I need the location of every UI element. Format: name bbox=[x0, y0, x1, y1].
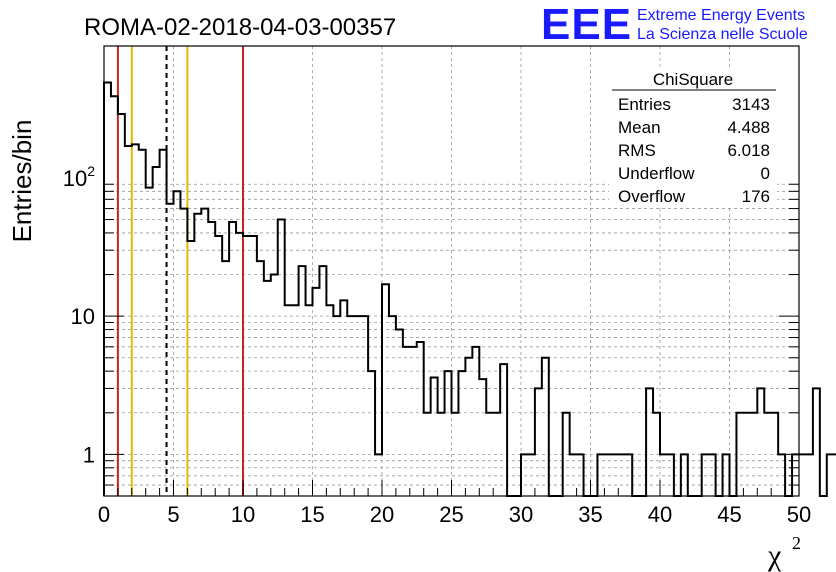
stats-row-label: Overflow bbox=[618, 187, 686, 206]
logo-mark: EEE bbox=[541, 0, 632, 49]
x-tick-label: 30 bbox=[509, 502, 533, 527]
histogram-outline bbox=[103, 81, 836, 497]
stats-row-value: 4.488 bbox=[727, 118, 770, 137]
eee-logo: EEE Extreme Energy Events La Scienza nel… bbox=[541, 0, 808, 49]
x-tick-label: 5 bbox=[167, 502, 179, 527]
stats-row-value: 3143 bbox=[732, 95, 770, 114]
stats-row-label: Entries bbox=[618, 95, 671, 114]
stats-row-label: Mean bbox=[618, 118, 661, 137]
x-tick-label: 40 bbox=[648, 502, 672, 527]
x-tick-label: 50 bbox=[787, 502, 811, 527]
x-tick-label: 45 bbox=[717, 502, 741, 527]
stats-box-title: ChiSquare bbox=[653, 70, 733, 89]
stats-row-value: 0 bbox=[761, 164, 770, 183]
stats-row-label: Underflow bbox=[618, 164, 695, 183]
x-tick-label: 0 bbox=[98, 502, 110, 527]
x-axis-label-superscript: 2 bbox=[792, 533, 801, 553]
logo-line-2: La Scienza nelle Scuole bbox=[637, 26, 808, 43]
y-tick-labels: 1 10 102 bbox=[63, 163, 95, 467]
x-tick-labels: 0 5 10 15 20 25 30 35 40 45 50 bbox=[98, 502, 811, 527]
stats-row-value: 176 bbox=[742, 187, 770, 206]
x-tick-label: 15 bbox=[300, 502, 324, 527]
x-tick-label: 10 bbox=[231, 502, 255, 527]
chart-title: ROMA-02-2018-04-03-00357 bbox=[84, 14, 396, 41]
x-axis-label: χ 2 bbox=[767, 533, 801, 572]
x-tick-label: 25 bbox=[439, 502, 463, 527]
stats-row-value: 6.018 bbox=[727, 141, 770, 160]
y-axis-label: Entries/bin bbox=[7, 120, 37, 243]
histogram-bins bbox=[103, 81, 836, 497]
logo-line-1: Extreme Energy Events bbox=[637, 7, 805, 24]
axis-ticks bbox=[103, 183, 800, 497]
x-axis-label-symbol: χ bbox=[767, 539, 782, 572]
y-tick-label: 102 bbox=[63, 163, 95, 191]
y-tick-label: 10 bbox=[71, 304, 95, 329]
x-tick-label: 20 bbox=[370, 502, 394, 527]
x-tick-label: 35 bbox=[578, 502, 602, 527]
stats-row-label: RMS bbox=[618, 141, 656, 160]
y-tick-label: 1 bbox=[83, 442, 95, 467]
stats-box: ChiSquare Entries 3143 Mean 4.488 RMS 6.018 Un… bbox=[609, 68, 777, 208]
stats-box-background bbox=[609, 68, 777, 208]
reference-lines bbox=[116, 46, 244, 496]
